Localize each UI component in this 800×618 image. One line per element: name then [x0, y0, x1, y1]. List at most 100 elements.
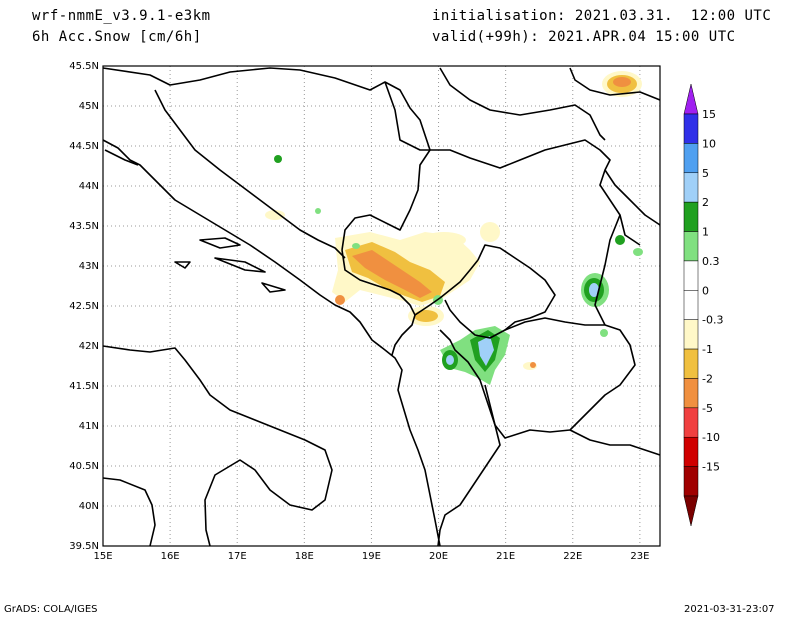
snow-patch [352, 243, 360, 249]
colorbar-top-arrow [683, 83, 699, 115]
island-3 [261, 282, 286, 293]
lon-tick-label: 15E [93, 551, 112, 562]
colorbar-segment [683, 231, 699, 262]
lat-tick-label: 42.5N [69, 301, 99, 312]
border-albania [437, 329, 501, 547]
colorbar-level-label: -1 [702, 343, 713, 356]
lat-tick-label: 43N [79, 261, 99, 272]
colorbar-segment [683, 172, 699, 203]
valid-time: valid(+99h): 2021.APR.04 15:00 UTC [432, 29, 736, 45]
footer-timestamp: 2021-03-31-23:07 [684, 604, 775, 615]
colorbar-level-label: 5 [702, 167, 709, 180]
snow-patch [422, 232, 466, 248]
lon-tick-labels: 15E 16E 17E 18E 19E 20E 21E 22E 23E [93, 551, 649, 562]
colorbar-level-label: -10 [702, 431, 720, 444]
colorbar-bottom-arrow [683, 495, 699, 527]
island-2 [214, 257, 266, 273]
footer-source: GrADS: COLA/IGES [4, 604, 98, 615]
lat-tick-label: 43.5N [69, 221, 99, 232]
snow-patch [615, 235, 625, 245]
lon-tick-label: 21E [496, 551, 515, 562]
snow-patch [265, 210, 285, 220]
border-romania [569, 67, 661, 101]
colorbar-segment [683, 201, 699, 232]
colorbar-segment [683, 348, 699, 379]
border-bosnia [102, 67, 431, 251]
colorbar-segment [683, 466, 699, 497]
lon-tick-label: 16E [161, 551, 180, 562]
colorbar-level-label: 1 [702, 226, 709, 239]
colorbar-segment [683, 378, 699, 409]
border-montenegro [341, 249, 416, 356]
border-kosovo [444, 244, 556, 339]
model-title: wrf-nmmE_v3.9.1-e3km [32, 8, 211, 24]
colorbar-level-label: -0.3 [702, 314, 723, 327]
snow-patch [352, 250, 432, 298]
colorbar-segment [683, 290, 699, 320]
island-5 [174, 261, 191, 269]
snow-patch [446, 355, 454, 365]
gridlines [103, 66, 660, 546]
lat-tick-label: 44N [79, 181, 99, 192]
adriatic-coast-north [102, 139, 441, 547]
colorbar-level-label: 0.3 [702, 255, 720, 268]
lon-tick-label: 20E [429, 551, 448, 562]
border-serbia-north [384, 81, 641, 246]
snow-patch [530, 362, 536, 368]
lon-tick-label: 19E [362, 551, 381, 562]
border-macedonia [484, 317, 636, 439]
snow-patch [633, 248, 643, 256]
colorbar-segment [683, 436, 699, 467]
lon-tick-label: 22E [563, 551, 582, 562]
snow-field [265, 71, 643, 385]
colorbar-level-label: -5 [702, 402, 713, 415]
border-serbia-bulgaria [594, 214, 621, 326]
colorbar-level-label: 10 [702, 137, 716, 150]
colorbar: 15 10 5 2 1 0.3 0 -0.3 -1 -2 -5 -10 -15 [683, 83, 723, 527]
colorbar-level-label: -15 [702, 461, 720, 474]
snow-patch [335, 295, 345, 305]
colorbar-level-label: -2 [702, 372, 713, 385]
island-4 [104, 149, 139, 166]
lat-tick-label: 40N [79, 501, 99, 512]
border-hungary [439, 67, 606, 141]
snow-patch [274, 155, 282, 163]
lat-tick-label: 42N [79, 341, 99, 352]
init-time: initialisation: 2021.03.31. 12:00 UTC [432, 8, 772, 24]
border-bosnia-west [154, 89, 346, 259]
border-montenegro-east [414, 259, 479, 316]
coastlines-borders [102, 67, 661, 547]
colorbar-segment [683, 113, 699, 144]
snow-patch [478, 336, 494, 366]
lat-tick-label: 44.5N [69, 141, 99, 152]
field-title: 6h Acc.Snow [cm/6h] [32, 29, 202, 45]
lon-tick-label: 23E [630, 551, 649, 562]
lat-tick-label: 45.5N [69, 61, 99, 72]
map-frame [102, 65, 661, 547]
lat-tick-label: 45N [79, 101, 99, 112]
colorbar-level-label: 2 [702, 196, 709, 209]
snow-patch [315, 208, 321, 214]
border-greece [569, 429, 661, 456]
colorbar-segment [683, 319, 699, 350]
colorbar-level-label: 15 [702, 108, 716, 121]
lat-tick-label: 40.5N [69, 461, 99, 472]
lat-tick-label: 41N [79, 421, 99, 432]
snow-patch [480, 222, 500, 242]
border-bulgaria [604, 169, 661, 226]
colorbar-level-label: 0 [702, 284, 709, 297]
colorbar-segment [683, 143, 699, 174]
italy-coast [102, 345, 333, 547]
lon-tick-label: 18E [295, 551, 314, 562]
island-1 [199, 237, 241, 249]
snow-patch [414, 310, 438, 322]
colorbar-segment [683, 260, 699, 291]
lat-tick-labels: 45.5N 45N 44.5N 44N 43.5N 43N 42.5N 42N 41.5N 41N… [69, 61, 99, 552]
lon-tick-label: 17E [228, 551, 247, 562]
snow-patch [589, 283, 599, 297]
snow-patch [613, 77, 631, 87]
italy-heel [102, 477, 156, 547]
snow-patch [600, 329, 608, 337]
colorbar-segment [683, 407, 699, 438]
